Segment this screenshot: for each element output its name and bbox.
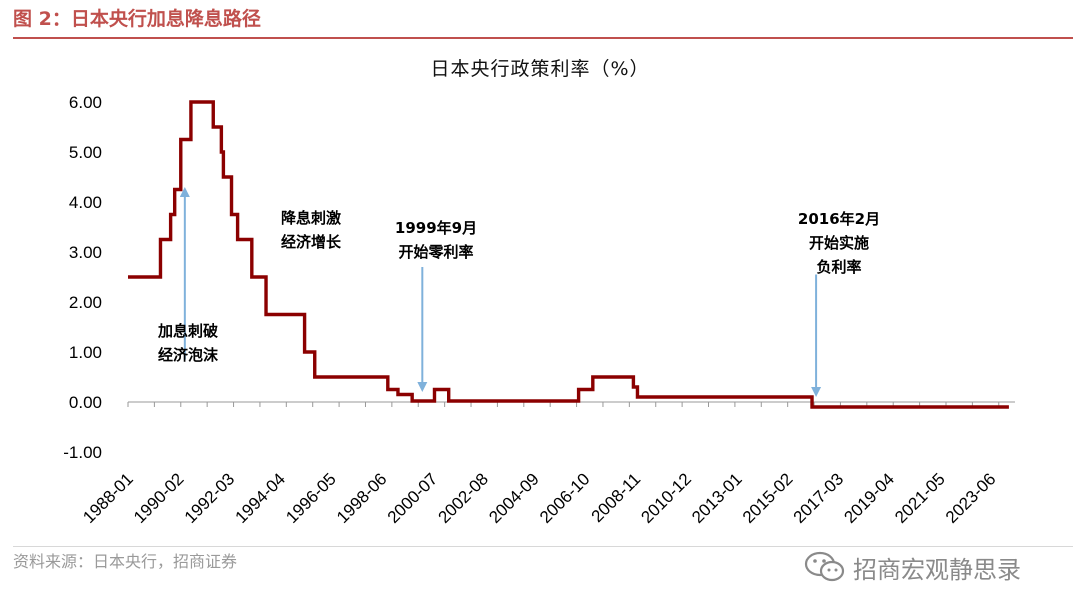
x-tick-label: 2017-03 — [790, 469, 848, 527]
policy-rate-line — [128, 100, 1009, 409]
x-axis: 1988-011990-021992-031994-041996-051998-… — [79, 401, 1015, 527]
x-tick-label: 1988-01 — [79, 469, 137, 527]
y-tick-label: 5.00 — [69, 143, 102, 162]
x-tick-label: 2021-05 — [891, 469, 949, 527]
x-tick-label: 1990-02 — [130, 469, 188, 527]
x-tick-label: 2008-11 — [588, 469, 645, 526]
x-tick-label: 1996-05 — [282, 469, 340, 527]
header-rule — [13, 37, 1073, 39]
x-tick-label: 1998-06 — [333, 469, 391, 527]
annotation-text: 经济增长 — [281, 233, 342, 251]
x-tick-label: 2013-01 — [688, 469, 746, 527]
footer-rule — [13, 546, 1073, 547]
x-tick-label: 2015-02 — [739, 469, 797, 527]
y-axis: 6.00 5.00 4.00 3.00 2.00 1.00 0.00 -1.00 — [63, 93, 102, 462]
y-tick-label: 2.00 — [69, 293, 102, 312]
x-tick-label: 2000-07 — [384, 469, 442, 527]
series-layer — [128, 100, 1009, 409]
y-tick-label: 6.00 — [69, 93, 102, 112]
y-tick-label: 3.00 — [69, 243, 102, 262]
chart-title: 日本央行政策利率（%） — [430, 58, 649, 80]
x-tick-label: 2023-06 — [942, 469, 1000, 527]
x-tick-label: 2002-08 — [434, 469, 492, 527]
x-tick-label: 2006-10 — [536, 469, 594, 527]
x-tick-label: 2004-09 — [485, 469, 543, 527]
annotation-text: 降息刺激 — [281, 209, 342, 227]
watermark: 招商宏观静思录 — [803, 547, 1021, 587]
wechat-icon — [804, 551, 845, 582]
source-note: 资料来源：日本央行，招商证券 — [13, 552, 238, 571]
annotation-text: 加息刺破 — [157, 322, 218, 340]
annotation-text: 2016年2月 — [798, 210, 880, 228]
y-tick-label: 4.00 — [69, 193, 102, 212]
y-tick-label: -1.00 — [63, 443, 102, 462]
y-tick-label: 0.00 — [69, 393, 102, 412]
annotation-text: 经济泡沫 — [158, 346, 219, 364]
x-tick-label: 2019-04 — [840, 469, 898, 527]
figure-title: 图 2：日本央行加息降息路径 — [13, 8, 261, 30]
annotation-text: 1999年9月 — [395, 219, 477, 237]
annotation-text: 负利率 — [816, 258, 861, 276]
annotation-text: 开始实施 — [809, 234, 869, 252]
annotation-text: 开始零利率 — [398, 243, 473, 261]
watermark-text: 招商宏观静思录 — [853, 555, 1021, 584]
x-tick-label: 1992-03 — [181, 469, 239, 527]
chart: 日本央行政策利率（%） 6.00 5.00 4.00 3.00 2.00 1.00 0.00… — [63, 58, 1015, 527]
x-tick-label: 1994-04 — [232, 469, 290, 527]
y-tick-label: 1.00 — [69, 343, 102, 362]
x-tick-label: 2010-12 — [637, 469, 695, 527]
